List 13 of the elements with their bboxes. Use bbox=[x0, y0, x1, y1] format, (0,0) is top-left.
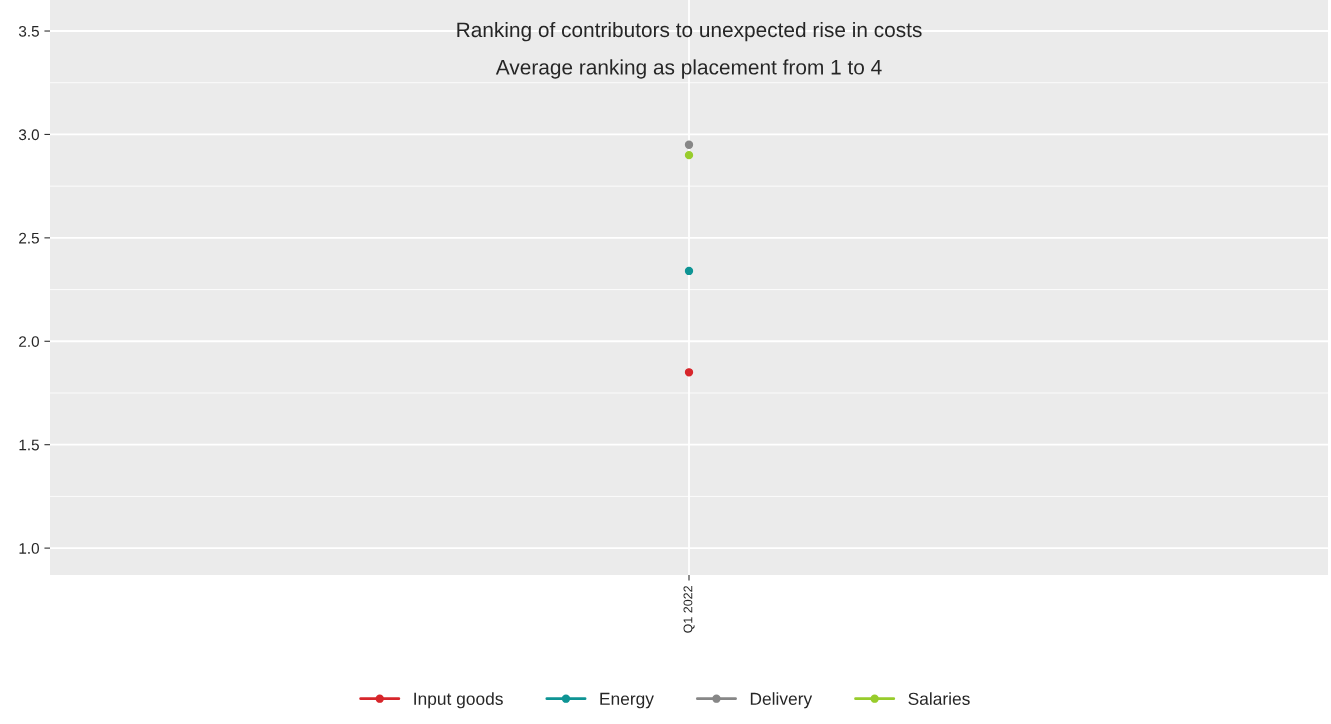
text: Average ranking as placement from 1 to 4 bbox=[495, 59, 882, 79]
legend-label: Energy bbox=[600, 692, 654, 709]
x-tick-label: Q1 2022 bbox=[683, 586, 695, 633]
y-tick-label: 3.0 bbox=[18, 129, 39, 141]
y-tick-label: 3.5 bbox=[18, 25, 39, 37]
y-tick-label: 2.0 bbox=[19, 336, 39, 347]
text: Ranking of contributors to unexpected rise in costs bbox=[457, 21, 922, 42]
legend-label: Input goods bbox=[414, 692, 503, 709]
y-tick-label: 1.5 bbox=[19, 439, 39, 451]
y-tick-label: 1.0 bbox=[19, 542, 39, 554]
legend-label: Delivery bbox=[750, 692, 813, 709]
legend-label: Salaries bbox=[908, 692, 970, 705]
y-tick-label: 2.5 bbox=[19, 232, 39, 244]
